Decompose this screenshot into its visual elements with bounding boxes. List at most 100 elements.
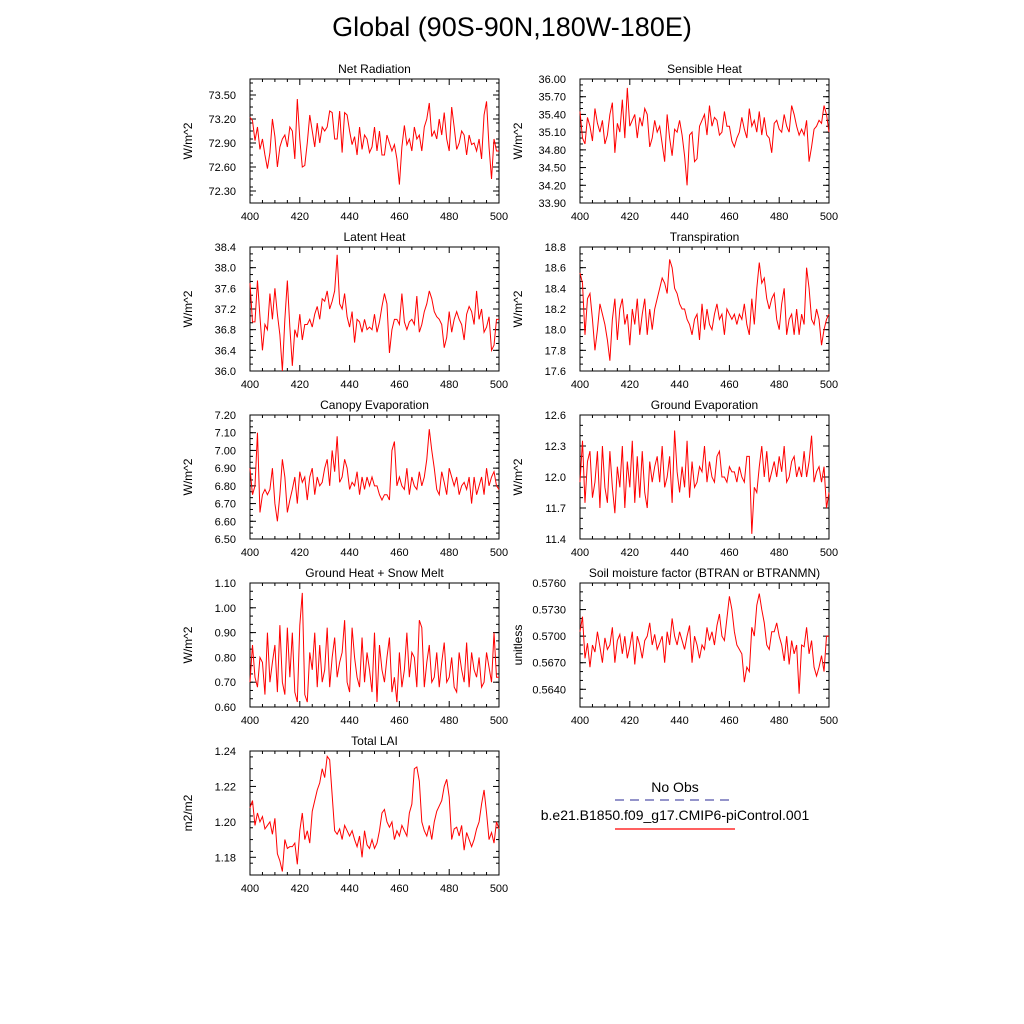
- panel-total-lai-ytick-label: 1.24: [215, 746, 236, 758]
- panel-latent-heat-xtick-label: 460: [390, 379, 408, 391]
- panel-total-lai-frame: [249, 750, 500, 876]
- panel-canopy-evaporation-ytick-label: 7.10: [215, 428, 236, 440]
- panel-net-radiation-xtick-label: 440: [340, 211, 358, 223]
- panel-sensible-heat-xtick-label: 480: [770, 211, 788, 223]
- panel-canopy-evaporation-ytick-label: 6.50: [215, 534, 236, 546]
- panel-soil-moisture-factor-btran-or-btranmn-series-line: [579, 593, 829, 694]
- panel-net-radiation: Net Radiation W/m^2 400 420 440 460 480 500 72.3…: [181, 62, 508, 223]
- panel-sensible-heat-title: Sensible Heat: [667, 62, 742, 76]
- panel-ground-heat-snow-melt-xtick-label: 480: [440, 715, 458, 727]
- legend-line-model: [615, 828, 735, 830]
- panel-total-lai-xtick-label: 460: [390, 883, 408, 895]
- legend-label-model: b.e21.B1850.f09_g17.CMIP6-piControl.001: [540, 807, 810, 823]
- panel-total-lai-title: Total LAI: [351, 734, 398, 748]
- panel-ground-heat-snow-melt-ytick-label: 0.90: [215, 628, 236, 640]
- panel-ground-heat-snow-melt-series-line: [249, 592, 499, 703]
- panel-soil-moisture-factor-btran-or-btranmn-ytick-label: 0.5760: [532, 578, 566, 590]
- panel-canopy-evaporation-xtick-label: 480: [440, 547, 458, 559]
- panel-canopy-evaporation-xtick-label: 400: [241, 547, 259, 559]
- panel-total-lai: Total LAI m2/m2 400 420 440 460 480 500 1.18 1.20…: [181, 734, 508, 895]
- panel-ground-evaporation-xtick-label: 460: [720, 547, 738, 559]
- panel-sensible-heat-frame: [579, 78, 830, 204]
- panel-canopy-evaporation-xtick-label: 420: [291, 547, 309, 559]
- panel-soil-moisture-factor-btran-or-btranmn-ytick-label: 0.5670: [532, 658, 566, 670]
- panel-net-radiation-ylabel: W/m^2: [181, 122, 195, 159]
- panel-ground-heat-snow-melt-ytick-label: 1.00: [215, 603, 236, 615]
- panel-ground-evaporation-ytick-label: 11.4: [545, 534, 566, 546]
- panel-total-lai-ytick-label: 1.18: [215, 852, 236, 864]
- panel-soil-moisture-factor-btran-or-btranmn-xtick-label: 440: [670, 715, 688, 727]
- panel-canopy-evaporation-xtick-label: 460: [390, 547, 408, 559]
- panel-ground-evaporation-ytick-label: 12.3: [545, 441, 566, 453]
- panel-latent-heat-ytick-label: 36.4: [215, 345, 236, 357]
- panel-canopy-evaporation-title: Canopy Evaporation: [320, 398, 429, 412]
- panel-canopy-evaporation-ytick-label: 6.60: [215, 516, 236, 528]
- panel-latent-heat-ytick-label: 38.0: [215, 263, 236, 275]
- panel-sensible-heat-ylabel: W/m^2: [511, 122, 525, 159]
- panel-sensible-heat-ytick-label: 34.50: [538, 163, 566, 175]
- panel-soil-moisture-factor-btran-or-btranmn-xtick-label: 460: [720, 715, 738, 727]
- panel-ground-evaporation-xtick-label: 400: [571, 547, 589, 559]
- panel-ground-heat-snow-melt-xtick-label: 500: [490, 715, 508, 727]
- panel-total-lai-xtick-label: 420: [291, 883, 309, 895]
- panel-canopy-evaporation-xtick-label: 440: [340, 547, 358, 559]
- panel-total-lai-xtick-label: 480: [440, 883, 458, 895]
- panel-latent-heat-xtick-label: 400: [241, 379, 259, 391]
- panel-canopy-evaporation: Canopy Evaporation W/m^2 400 420 440 460 480 50…: [181, 398, 508, 559]
- panel-canopy-evaporation-ytick-label: 6.70: [215, 499, 236, 511]
- panel-latent-heat-ytick-label: 36.0: [215, 366, 236, 378]
- panel-sensible-heat-ytick-label: 35.70: [538, 92, 566, 104]
- panel-net-radiation-ytick-label: 73.50: [208, 90, 236, 102]
- panel-total-lai-xtick-label: 400: [241, 883, 259, 895]
- panel-net-radiation-xtick-label: 400: [241, 211, 259, 223]
- panel-ground-heat-snow-melt: Ground Heat + Snow Melt W/m^2 400 420 440 460…: [181, 566, 508, 727]
- panel-ground-heat-snow-melt-ytick-label: 1.10: [215, 578, 236, 590]
- panel-ground-evaporation-xtick-label: 480: [770, 547, 788, 559]
- panel-canopy-evaporation-ytick-label: 7.20: [215, 410, 236, 422]
- panel-sensible-heat-ytick-label: 34.80: [538, 145, 566, 157]
- panel-net-radiation-series-line: [249, 98, 499, 185]
- panel-total-lai-ytick-label: 1.20: [215, 817, 236, 829]
- panel-latent-heat-xtick-label: 500: [490, 379, 508, 391]
- panel-ground-evaporation-xtick-label: 420: [621, 547, 639, 559]
- panel-latent-heat-xtick-label: 440: [340, 379, 358, 391]
- panel-ground-heat-snow-melt-xtick-label: 400: [241, 715, 259, 727]
- panel-latent-heat-ylabel: W/m^2: [181, 290, 195, 327]
- panel-latent-heat-title: Latent Heat: [343, 230, 406, 244]
- panel-total-lai-xtick-label: 500: [490, 883, 508, 895]
- panel-latent-heat-ytick-label: 38.4: [215, 242, 236, 254]
- panel-total-lai-ytick-label: 1.22: [215, 781, 236, 793]
- panel-transpiration-ytick-label: 18.4: [545, 283, 566, 295]
- panel-ground-heat-snow-melt-ylabel: W/m^2: [181, 626, 195, 663]
- panel-sensible-heat-xtick-label: 500: [820, 211, 838, 223]
- panel-ground-heat-snow-melt-xtick-label: 440: [340, 715, 358, 727]
- panel-ground-evaporation-title: Ground Evaporation: [651, 398, 758, 412]
- panel-soil-moisture-factor-btran-or-btranmn-ytick-label: 0.5700: [532, 631, 566, 643]
- panel-soil-moisture-factor-btran-or-btranmn-xtick-label: 480: [770, 715, 788, 727]
- panel-soil-moisture-factor-btran-or-btranmn-xtick-label: 420: [621, 715, 639, 727]
- panel-net-radiation-ytick-label: 73.20: [208, 114, 236, 126]
- panel-sensible-heat-xtick-label: 420: [621, 211, 639, 223]
- panel-ground-evaporation-xtick-label: 440: [670, 547, 688, 559]
- panel-total-lai-xtick-label: 440: [340, 883, 358, 895]
- panel-canopy-evaporation-ytick-label: 6.80: [215, 481, 236, 493]
- panel-sensible-heat-ytick-label: 35.40: [538, 109, 566, 121]
- panel-transpiration-ytick-label: 18.6: [545, 263, 566, 275]
- panel-transpiration-xtick-label: 440: [670, 379, 688, 391]
- panel-transpiration-frame: [579, 246, 830, 372]
- panel-ground-evaporation-ylabel: W/m^2: [511, 458, 525, 495]
- panel-net-radiation-ytick-label: 72.60: [208, 162, 236, 174]
- panel-sensible-heat: Sensible Heat W/m^2 400 420 440 460 480 500 33.9…: [511, 62, 838, 223]
- panel-transpiration-ylabel: W/m^2: [511, 290, 525, 327]
- panel-ground-heat-snow-melt-xtick-label: 460: [390, 715, 408, 727]
- panel-soil-moisture-factor-btran-or-btranmn: Soil moisture factor (BTRAN or BTRANMN) u…: [511, 566, 838, 727]
- panel-canopy-evaporation-ytick-label: 6.90: [215, 463, 236, 475]
- panel-ground-evaporation: Ground Evaporation W/m^2 400 420 440 460 480 50…: [511, 398, 838, 559]
- panel-transpiration-title: Transpiration: [670, 230, 740, 244]
- panel-transpiration-xtick-label: 500: [820, 379, 838, 391]
- panel-ground-evaporation-xtick-label: 500: [820, 547, 838, 559]
- panel-net-radiation-xtick-label: 420: [291, 211, 309, 223]
- panel-latent-heat-series-line: [249, 254, 499, 372]
- panel-transpiration-xtick-label: 480: [770, 379, 788, 391]
- panel-latent-heat: Latent Heat W/m^2 400 420 440 460 480 500 36.0 36…: [181, 230, 508, 391]
